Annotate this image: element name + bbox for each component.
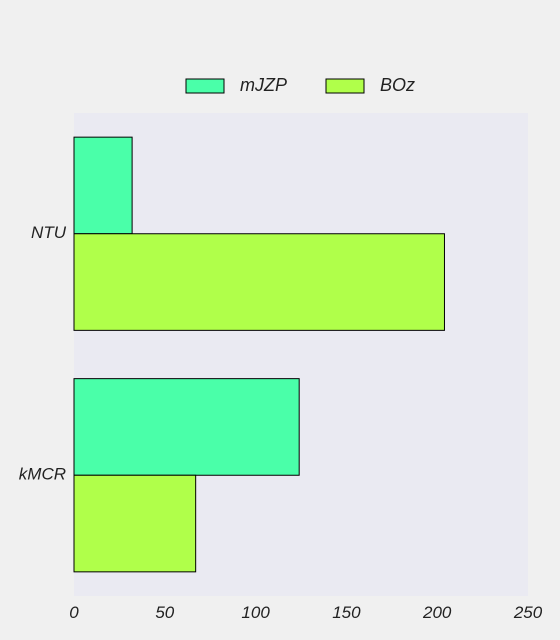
x-tick-label-50: 50 [155, 603, 174, 622]
bar-BOz-kMCR [73, 474, 197, 573]
bar-mJZP-kMCR [73, 378, 300, 476]
bars-group [73, 136, 445, 573]
legend-swatch-mJZP [185, 78, 225, 94]
x-tick-label-250: 250 [513, 603, 543, 622]
category-label-NTU: NTU [31, 223, 67, 242]
x-tick-label-100: 100 [241, 603, 270, 622]
x-axis-ticks: 0 50 100 150 200 250 [69, 603, 542, 622]
bar-mJZP-NTU [73, 136, 133, 235]
x-tick-label-200: 200 [422, 603, 452, 622]
legend-label-mJZP: mJZP [240, 75, 287, 95]
legend-label-BOz: BOz [380, 75, 415, 95]
legend-swatch-BOz [325, 78, 365, 94]
category-labels: NTU kMCR [19, 223, 67, 484]
bar-BOz-NTU [73, 233, 445, 331]
x-tick-label-0: 0 [69, 603, 79, 622]
legend: mJZP BOz [185, 75, 415, 95]
x-tick-label-150: 150 [332, 603, 361, 622]
category-label-kMCR: kMCR [19, 465, 66, 484]
